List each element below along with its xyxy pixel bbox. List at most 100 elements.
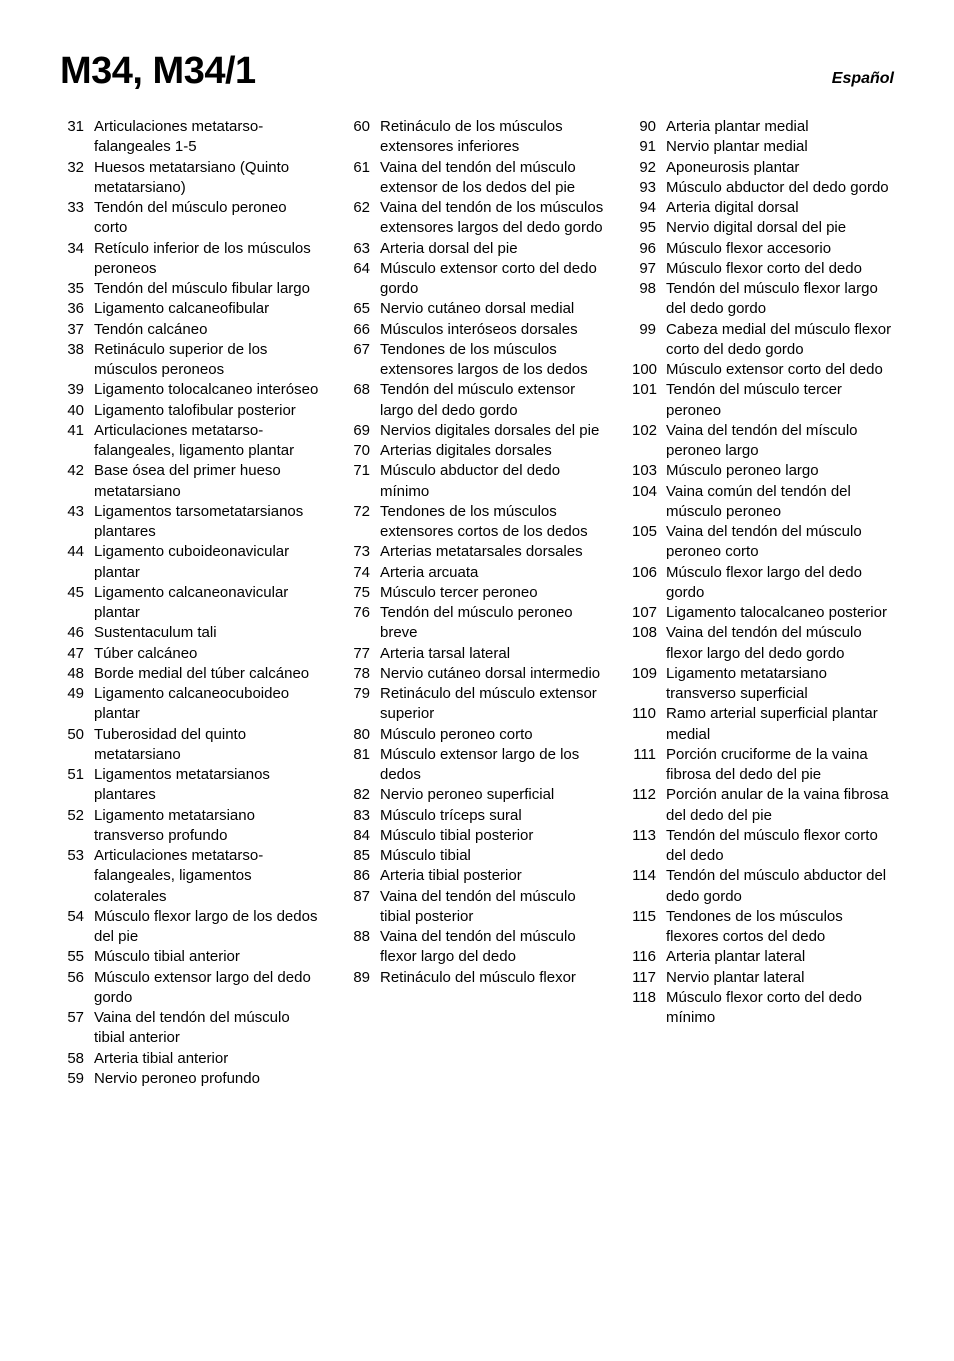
item-number: 77 — [346, 644, 380, 664]
list-item: 39Ligamento tolocalcaneo interóseo — [60, 380, 322, 400]
list-item: 59Nervio peroneo profundo — [60, 1069, 322, 1089]
item-number: 94 — [632, 198, 666, 218]
list-item: 102Vaina del tendón del mísculo peroneo … — [632, 421, 894, 462]
list-item: 105Vaina del tendón del músculo peroneo … — [632, 522, 894, 563]
list-item: 82Nervio peroneo superficial — [346, 785, 608, 805]
item-label: Tendón del músculo tercer peroneo — [666, 380, 894, 421]
item-number: 79 — [346, 684, 380, 704]
list-item: 101Tendón del músculo tercer peroneo — [632, 380, 894, 421]
page-title: M34, M34/1 — [60, 50, 256, 93]
item-label: Sustentaculum tali — [94, 623, 322, 643]
list-item: 76Tendón del músculo peroneo breve — [346, 603, 608, 644]
item-number: 55 — [60, 947, 94, 967]
list-item: 58Arteria tibial anterior — [60, 1049, 322, 1069]
list-item: 118Músculo flexor corto del dedo mínimo — [632, 988, 894, 1029]
item-number: 41 — [60, 421, 94, 441]
list-item: 112Porción anular de la vaina fibrosa de… — [632, 785, 894, 826]
item-label: Músculo flexor accesorio — [666, 239, 894, 259]
item-label: Vaina común del tendón del músculo peron… — [666, 482, 894, 523]
item-label: Articulaciones metatarso­falangeales 1-5 — [94, 117, 322, 158]
item-label: Nervio cutáneo dorsal medial — [380, 299, 608, 319]
item-number: 65 — [346, 299, 380, 319]
item-number: 114 — [632, 866, 666, 886]
item-number: 99 — [632, 320, 666, 340]
list-item: 43Ligamentos tarsometatarsi­anos plantar… — [60, 502, 322, 543]
item-label: Nervio plantar medial — [666, 137, 894, 157]
list-item: 111Porción cruciforme de la vaina fibros… — [632, 745, 894, 786]
list-item: 47Túber calcáneo — [60, 644, 322, 664]
item-label: Tendones de los músculos flexores cortos… — [666, 907, 894, 948]
item-label: Músculo abductor del dedo gordo — [666, 178, 894, 198]
item-number: 46 — [60, 623, 94, 643]
item-number: 109 — [632, 664, 666, 684]
item-number: 115 — [632, 907, 666, 927]
page-language: Español — [832, 70, 894, 88]
column-1: 31Articulaciones metatarso­falangeales 1… — [60, 117, 322, 1089]
list-item: 110Ramo arterial superficial plantar med… — [632, 704, 894, 745]
item-number: 117 — [632, 968, 666, 988]
item-number: 113 — [632, 826, 666, 846]
item-label: Ramo arterial superficial plantar medial — [666, 704, 894, 745]
list-item: 78Nervio cutáneo dorsal intermedio — [346, 664, 608, 684]
item-label: Nervios digitales dorsales del pie — [380, 421, 608, 441]
item-number: 106 — [632, 563, 666, 583]
list-item: 55Músculo tibial anterior — [60, 947, 322, 967]
list-item: 109Ligamento metatarsiano transverso sup… — [632, 664, 894, 705]
item-number: 72 — [346, 502, 380, 522]
list-item: 97Músculo flexor corto del dedo — [632, 259, 894, 279]
item-number: 47 — [60, 644, 94, 664]
list-item: 68Tendón del músculo exten­sor largo del… — [346, 380, 608, 421]
item-number: 118 — [632, 988, 666, 1008]
list-item: 37Tendón calcáneo — [60, 320, 322, 340]
list-item: 62Vaina del tendón de los músculos exten… — [346, 198, 608, 239]
list-item: 52Ligamento metatarsiano transverso prof… — [60, 806, 322, 847]
list-item: 35Tendón del músculo fibular largo — [60, 279, 322, 299]
list-item: 72Tendones de los músculos extensores co… — [346, 502, 608, 543]
item-number: 44 — [60, 542, 94, 562]
list-item: 31Articulaciones metatarso­falangeales 1… — [60, 117, 322, 158]
list-item: 69Nervios digitales dorsales del pie — [346, 421, 608, 441]
item-label: Arteria tarsal lateral — [380, 644, 608, 664]
list-item: 60Retináculo de los músculos extensores … — [346, 117, 608, 158]
item-number: 59 — [60, 1069, 94, 1089]
item-label: Ligamento tolocalcaneo interóseo — [94, 380, 322, 400]
list-item: 63Arteria dorsal del pie — [346, 239, 608, 259]
item-label: Músculo tibial posterior — [380, 826, 608, 846]
item-label: Ligamentos metatarsianos plantares — [94, 765, 322, 806]
list-item: 84Músculo tibial posterior — [346, 826, 608, 846]
item-number: 83 — [346, 806, 380, 826]
list-item: 70Arterias digitales dorsales — [346, 441, 608, 461]
item-number: 70 — [346, 441, 380, 461]
item-label: Retináculo superior de los músculos pero… — [94, 340, 322, 381]
list-item: 33Tendón del músculo peroneo corto — [60, 198, 322, 239]
item-number: 38 — [60, 340, 94, 360]
item-number: 43 — [60, 502, 94, 522]
item-label: Ligamento calcaneofibular — [94, 299, 322, 319]
item-number: 92 — [632, 158, 666, 178]
item-number: 96 — [632, 239, 666, 259]
item-label: Aponeurosis plantar — [666, 158, 894, 178]
item-label: Vaina del tendón del músculo peroneo cor… — [666, 522, 894, 563]
item-label: Músculo flexor largo de los dedos del pi… — [94, 907, 322, 948]
item-number: 82 — [346, 785, 380, 805]
list-item: 77Arteria tarsal lateral — [346, 644, 608, 664]
item-number: 58 — [60, 1049, 94, 1069]
item-number: 88 — [346, 927, 380, 947]
item-label: Vaina del tendón del músculo extensor de… — [380, 158, 608, 199]
item-number: 63 — [346, 239, 380, 259]
item-label: Arteria plantar medial — [666, 117, 894, 137]
item-label: Músculo extensor corto del dedo — [666, 360, 894, 380]
item-number: 85 — [346, 846, 380, 866]
item-label: Tendón del músculo flexor largo del dedo… — [666, 279, 894, 320]
list-item: 44Ligamento cuboideonavi­cular plantar — [60, 542, 322, 583]
item-number: 105 — [632, 522, 666, 542]
list-item: 48Borde medial del túber calcáneo — [60, 664, 322, 684]
item-number: 73 — [346, 542, 380, 562]
list-item: 98Tendón del músculo flexor largo del de… — [632, 279, 894, 320]
item-number: 64 — [346, 259, 380, 279]
list-item: 104Vaina común del tendón del músculo pe… — [632, 482, 894, 523]
item-number: 36 — [60, 299, 94, 319]
list-item: 83Músculo tríceps sural — [346, 806, 608, 826]
columns-container: 31Articulaciones metatarso­falangeales 1… — [60, 117, 894, 1089]
item-number: 112 — [632, 785, 666, 805]
